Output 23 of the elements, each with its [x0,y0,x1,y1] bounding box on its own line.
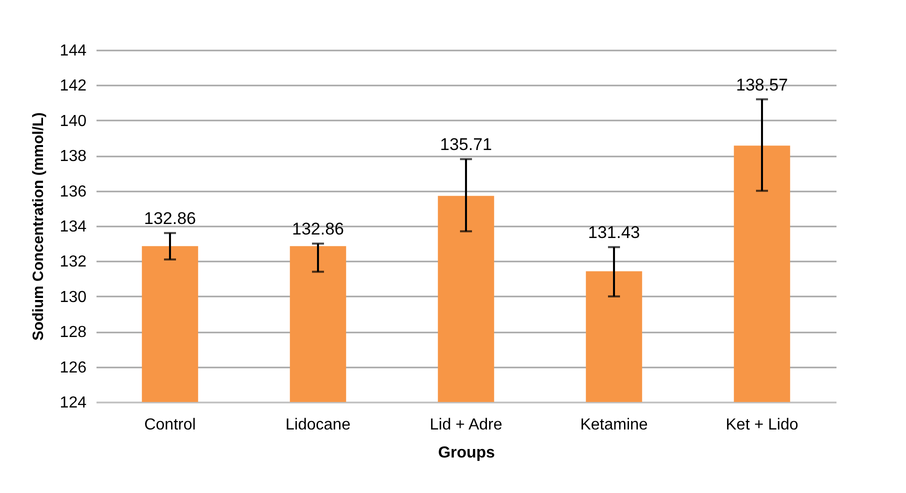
x-tick-label: Lid + Adre [430,416,502,434]
y-tick-label: 140 [60,112,87,130]
y-axis-title: Sodium Concentration (mmol/L) [30,112,47,341]
y-tick-label: 134 [60,218,87,236]
y-tick-label: 126 [60,359,87,376]
data-label: 132.86 [292,220,344,239]
x-tick-label: Ket + Lido [726,416,798,434]
y-tick-label: 142 [60,78,87,95]
y-tick-label: 144 [60,42,87,60]
y-tick-label: 138 [60,148,87,166]
x-tick-label: Lidocane [286,416,351,434]
data-label: 132.86 [144,209,196,228]
y-tick-label: 128 [60,324,87,342]
x-axis-title: Groups [438,444,496,462]
y-tick-label: 136 [60,183,87,200]
y-tick-label: 132 [60,254,87,271]
x-tick-label: Control [144,416,196,434]
y-tick-label: 130 [60,288,87,306]
y-tick-label: 124 [60,394,87,412]
x-tick-label: Ketamine [580,416,648,434]
data-label: 135.71 [440,135,492,154]
data-label: 138.57 [736,75,788,94]
data-label: 131.43 [588,223,640,242]
